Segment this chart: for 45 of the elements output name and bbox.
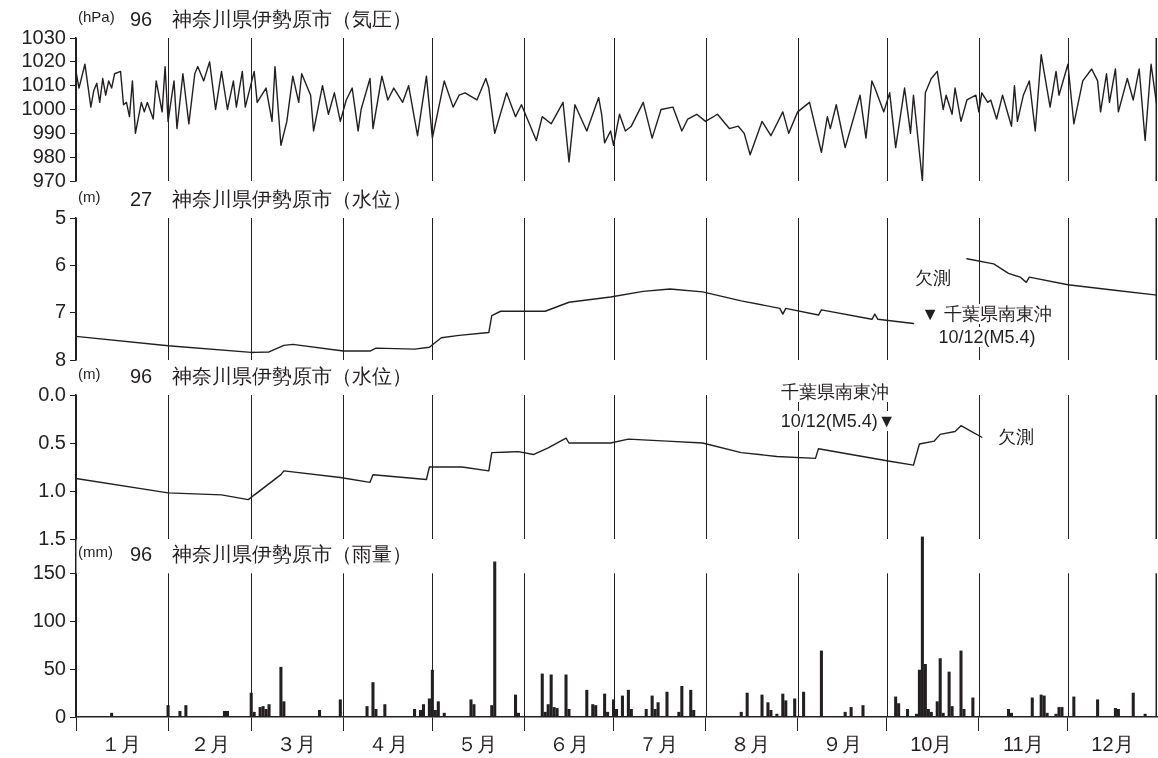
chart-title: 27 神奈川県伊勢原市（水位） <box>130 187 413 211</box>
x-tick-label: ２月 <box>189 732 230 755</box>
x-tick-label: 10月 <box>910 732 953 755</box>
annotation: 欠測 <box>997 426 1035 447</box>
x-tick-label: ９月 <box>822 732 863 755</box>
y-tick-label: 8 <box>54 347 66 370</box>
x-tick-label: ７月 <box>638 732 679 755</box>
y-tick-label: 980 <box>32 144 66 167</box>
x-tick-label: ６月 <box>548 732 589 755</box>
y-tick-label: 0.5 <box>38 430 66 453</box>
y-tick-label: 0.0 <box>38 382 66 405</box>
y-axis-title: (m) <box>78 187 101 207</box>
x-tick-label: ４月 <box>367 732 408 755</box>
y-axis-title: (m) <box>78 364 101 384</box>
y-tick-label: 1000 <box>21 97 66 120</box>
x-tick-label: ５月 <box>456 732 497 755</box>
x-tick-label: ８月 <box>730 732 771 755</box>
chart-title: 96 神奈川県伊勢原市（水位） <box>130 364 413 388</box>
y-tick-label: 150 <box>32 560 66 583</box>
x-tick-label: 11月 <box>1002 732 1044 755</box>
y-tick-label: 0 <box>54 704 66 727</box>
y-tick-label: 100 <box>32 608 66 631</box>
annotation: 10/12(M5.4)▼ <box>779 410 897 431</box>
y-axis-title: (mm) <box>78 542 113 563</box>
y-tick-label: 970 <box>32 168 66 191</box>
y-tick-label: 1020 <box>21 49 66 72</box>
x-tick-label: １月 <box>100 732 141 755</box>
y-tick-label: 50 <box>43 656 66 679</box>
chart-title: 96 神奈川県伊勢原市（気圧） <box>130 7 413 31</box>
chart-title: 96 神奈川県伊勢原市（雨量） <box>130 542 413 567</box>
y-axis-title: (hPa) <box>78 7 115 27</box>
y-tick-label: 5 <box>54 205 66 228</box>
y-tick-label: 1.0 <box>38 478 66 501</box>
annotation: 欠測 <box>913 267 952 288</box>
x-tick-label: ３月 <box>275 732 316 755</box>
annotation: 千葉県南東沖 <box>779 382 890 403</box>
y-tick-label: 990 <box>32 120 66 143</box>
annotation: 10/12(M5.4) <box>937 326 1037 347</box>
annotation: ▼ 千葉県南東沖 <box>920 303 1054 324</box>
y-tick-label: 6 <box>54 252 66 275</box>
y-tick-label: 7 <box>54 300 66 323</box>
y-tick-label: 1.5 <box>38 526 66 549</box>
y-tick-label: 1030 <box>21 25 66 48</box>
x-tick-label: 12月 <box>1091 732 1134 755</box>
y-tick-label: 1010 <box>21 73 66 96</box>
